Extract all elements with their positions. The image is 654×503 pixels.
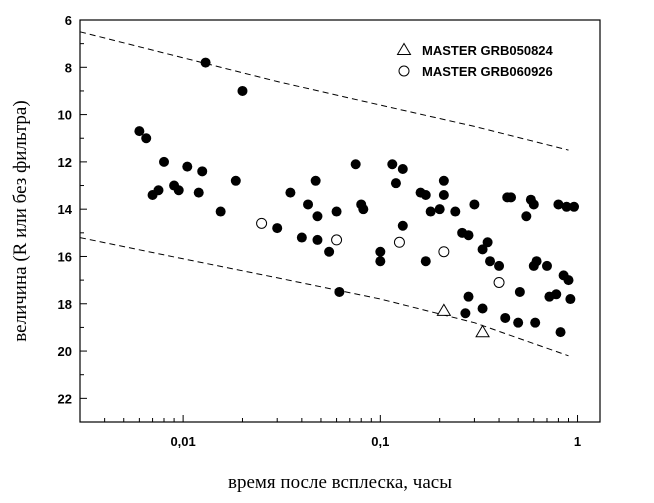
y-tick-label: 14 bbox=[58, 202, 73, 217]
data-point bbox=[494, 260, 505, 271]
data-point bbox=[193, 187, 204, 198]
data-point bbox=[134, 126, 145, 137]
dashed-bounds bbox=[79, 31, 569, 357]
data-point bbox=[272, 223, 283, 234]
data-point bbox=[460, 308, 471, 319]
data-point bbox=[438, 175, 449, 186]
data-point bbox=[438, 189, 449, 200]
y-tick-label: 18 bbox=[58, 297, 72, 312]
data-point bbox=[310, 175, 321, 186]
y-tick-label: 22 bbox=[58, 391, 72, 406]
data-point bbox=[477, 303, 488, 314]
x-tick-label: 0,01 bbox=[170, 434, 195, 449]
data-point bbox=[334, 286, 345, 297]
data-point bbox=[569, 201, 580, 212]
data-point-open-circle bbox=[256, 217, 268, 229]
data-point-open-triangle bbox=[436, 303, 452, 316]
data-point bbox=[358, 204, 369, 215]
data-point bbox=[215, 206, 226, 217]
x-axis: 0,01 0,1 1 bbox=[79, 415, 581, 449]
data-point bbox=[141, 133, 152, 144]
data-point bbox=[420, 256, 431, 267]
y-tick-label: 8 bbox=[65, 60, 72, 75]
y-axis-title: величина (R или без фильтра) bbox=[10, 100, 31, 341]
data-point bbox=[312, 234, 323, 245]
x-tick-label: 0,1 bbox=[371, 434, 389, 449]
data-point bbox=[514, 286, 525, 297]
data-point bbox=[555, 327, 566, 338]
data-point bbox=[521, 211, 532, 222]
data-point bbox=[561, 201, 572, 212]
data-point bbox=[173, 185, 184, 196]
data-point bbox=[397, 163, 408, 174]
data-point bbox=[200, 57, 211, 68]
data-point bbox=[434, 204, 445, 215]
y-tick-label: 10 bbox=[58, 108, 72, 123]
data-point bbox=[285, 187, 296, 198]
data-point bbox=[375, 256, 386, 267]
data-point bbox=[469, 199, 480, 210]
data-point bbox=[513, 317, 524, 328]
dashed-bound-line-1 bbox=[79, 31, 569, 151]
data-point bbox=[397, 220, 408, 231]
dashed-bound-line-2 bbox=[79, 237, 569, 357]
legend-marker-open-circle bbox=[398, 65, 410, 77]
data-point bbox=[541, 260, 552, 271]
data-point bbox=[565, 294, 576, 305]
data-point bbox=[197, 166, 208, 177]
y-tick-label: 20 bbox=[58, 344, 72, 359]
y-tick-label: 12 bbox=[58, 155, 72, 170]
data-point bbox=[420, 189, 431, 200]
legend-entry-label: MASTER GRB060926 bbox=[422, 64, 553, 79]
data-points bbox=[134, 57, 580, 338]
data-point bbox=[500, 312, 511, 323]
data-point-open-circle bbox=[493, 276, 505, 288]
data-point bbox=[482, 237, 493, 248]
data-point bbox=[182, 161, 193, 172]
y-tick-label: 16 bbox=[58, 249, 72, 264]
data-point bbox=[425, 206, 436, 217]
data-point bbox=[237, 85, 248, 96]
data-point-open-circle bbox=[393, 236, 405, 248]
data-point bbox=[303, 199, 314, 210]
data-point bbox=[530, 317, 541, 328]
y-axis: 6 8 10 12 14 16 18 20 22 bbox=[58, 13, 87, 423]
x-tick-label: 1 bbox=[574, 434, 581, 449]
data-point-open-circle bbox=[331, 234, 343, 246]
data-point bbox=[463, 230, 474, 241]
data-point bbox=[387, 159, 398, 170]
data-point bbox=[350, 159, 361, 170]
data-point-open-triangle bbox=[475, 324, 490, 338]
data-point-open-circle bbox=[438, 246, 450, 258]
data-point bbox=[312, 211, 323, 222]
data-point bbox=[506, 192, 517, 203]
data-point bbox=[551, 289, 562, 300]
data-point bbox=[230, 175, 241, 186]
data-point bbox=[450, 206, 461, 217]
data-point bbox=[553, 199, 564, 210]
data-point bbox=[375, 246, 386, 257]
legend-marker-open-triangle bbox=[396, 42, 412, 56]
data-point bbox=[153, 185, 164, 196]
legend-entry-label: MASTER GRB050824 bbox=[422, 43, 554, 58]
data-point bbox=[331, 206, 342, 217]
data-point bbox=[531, 256, 542, 267]
y-tick-label: 6 bbox=[65, 13, 72, 28]
data-point bbox=[477, 244, 488, 255]
legend: MASTER GRB050824 MASTER GRB060926 bbox=[396, 42, 554, 79]
data-point bbox=[563, 275, 574, 286]
data-point bbox=[390, 178, 401, 189]
data-point bbox=[159, 156, 170, 167]
data-point bbox=[324, 246, 335, 257]
x-axis-title: время после всплеска, часы bbox=[228, 472, 452, 493]
data-point bbox=[485, 256, 496, 267]
plot-frame bbox=[79, 19, 601, 423]
data-point bbox=[528, 199, 539, 210]
data-point bbox=[463, 291, 474, 302]
data-point bbox=[296, 232, 307, 243]
